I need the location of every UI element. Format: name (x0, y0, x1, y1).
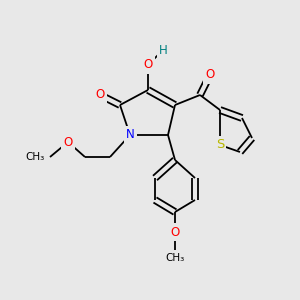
Text: CH₃: CH₃ (26, 152, 45, 162)
Text: S: S (216, 139, 224, 152)
Text: CH₃: CH₃ (165, 253, 184, 263)
Text: H: H (159, 44, 167, 56)
Text: O: O (170, 226, 180, 238)
Text: O: O (206, 68, 214, 82)
Text: O: O (143, 58, 153, 71)
Text: N: N (126, 128, 134, 142)
Text: O: O (95, 88, 105, 101)
Text: O: O (63, 136, 73, 148)
